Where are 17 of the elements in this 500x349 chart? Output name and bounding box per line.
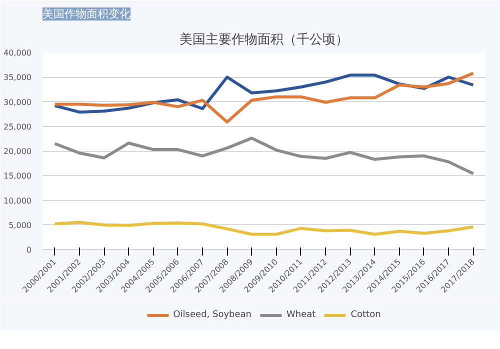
line-series	[53, 220, 475, 236]
y-tick-label: 15,000	[4, 172, 32, 181]
y-tick-label: 40,000	[4, 48, 32, 58]
y-tick-label: 5,000	[8, 220, 32, 230]
legend-label: Oilseed, Soybean	[173, 310, 252, 320]
chart-subtitle: 美国作物面积变化	[42, 8, 130, 20]
y-tick-label: 25,000	[4, 122, 32, 132]
legend-label: Cotton	[350, 310, 381, 320]
y-tick-label: 20,000	[4, 147, 32, 156]
y-tick-label: 35,000	[4, 73, 32, 82]
line-series	[53, 136, 475, 176]
line-series	[53, 72, 475, 124]
y-tick-label: 10,000	[4, 196, 32, 206]
legend-label: Wheat	[286, 310, 316, 320]
y-tick-label: 30,000	[4, 98, 32, 107]
y-tick-label: 0	[26, 246, 32, 254]
chart-title: 美国主要作物面积（千公顷）	[180, 32, 348, 48]
